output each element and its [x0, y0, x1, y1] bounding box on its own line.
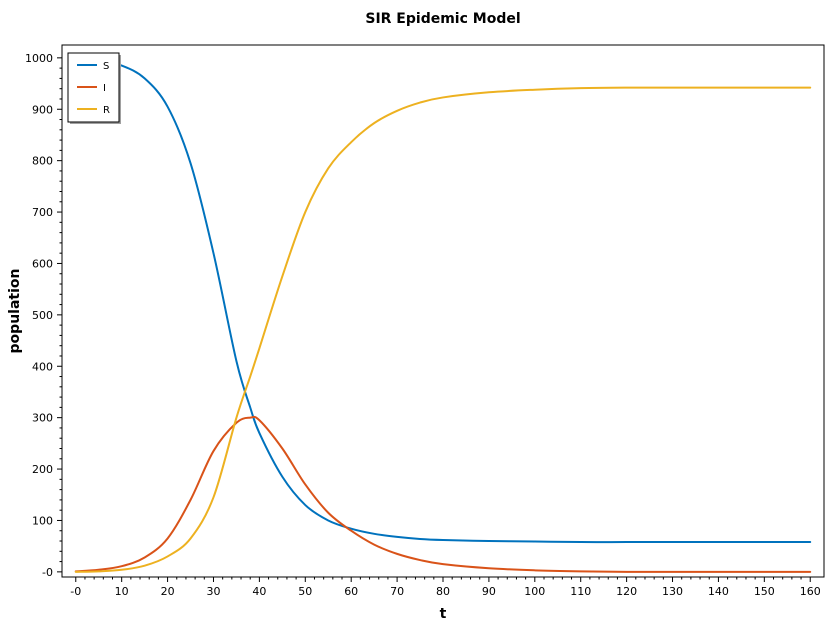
x-tick-label: 140	[708, 585, 729, 598]
chart-title: SIR Epidemic Model	[365, 11, 520, 27]
x-tick-label: 120	[616, 585, 637, 598]
x-tick-label: 60	[344, 585, 358, 598]
y-tick-label: -0	[42, 566, 53, 579]
x-tick-label: 30	[206, 585, 220, 598]
plot-area	[61, 44, 825, 578]
x-tick-label: -0	[70, 585, 81, 598]
x-tick-label: 20	[161, 585, 175, 598]
x-tick-label: 80	[436, 585, 450, 598]
x-tick-label: 100	[524, 585, 545, 598]
y-tick-label: 1000	[25, 52, 53, 65]
series-line-r	[74, 86, 812, 573]
legend-label-i: I	[103, 83, 106, 94]
x-axis: -0 10 20 30 40 50 60 70 80 90 100 110 120 130 140 150 16…	[70, 577, 821, 598]
series-lines	[74, 57, 812, 573]
series-line-i	[74, 415, 812, 573]
y-axis-title: population	[7, 269, 23, 354]
legend: SIR	[67, 52, 121, 124]
y-tick-label: 700	[32, 206, 53, 219]
legend-label-r: R	[103, 105, 110, 116]
y-tick-label: 400	[32, 360, 53, 373]
x-tick-label: 10	[115, 585, 129, 598]
legend-label-s: S	[103, 61, 109, 72]
y-tick-label: 200	[32, 463, 53, 476]
y-tick-label: 300	[32, 412, 53, 425]
y-tick-label: 100	[32, 514, 53, 527]
x-tick-label: 50	[298, 585, 312, 598]
x-tick-label: 150	[754, 585, 775, 598]
y-tick-label: 600	[32, 257, 53, 270]
x-tick-label: 90	[482, 585, 496, 598]
x-tick-label: 40	[252, 585, 266, 598]
x-tick-label: 130	[662, 585, 683, 598]
y-tick-label: 500	[32, 309, 53, 322]
x-tick-label: 70	[390, 585, 404, 598]
x-tick-label: 110	[570, 585, 591, 598]
y-tick-label: 900	[32, 103, 53, 116]
series-line-s	[74, 57, 812, 544]
y-axis: -0 100 200 300 400 500 600 700 800 900 1000	[25, 52, 62, 579]
x-axis-title: t	[440, 606, 447, 622]
x-tick-label: 160	[800, 585, 821, 598]
y-tick-label: 800	[32, 155, 53, 168]
